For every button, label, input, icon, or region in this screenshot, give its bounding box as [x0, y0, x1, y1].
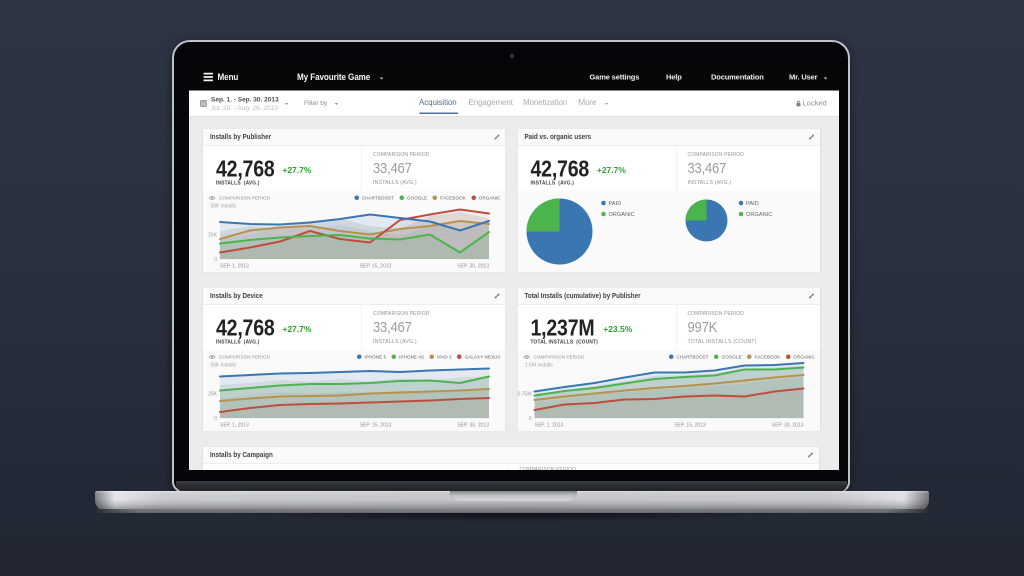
svg-text:0: 0	[214, 416, 217, 422]
svg-text:ORGANIC: ORGANIC	[609, 212, 635, 218]
svg-text:SEP. 30, 2013: SEP. 30, 2013	[457, 423, 489, 429]
svg-text:SEP. 30, 2013: SEP. 30, 2013	[772, 423, 804, 429]
svg-text:50K installs: 50K installs	[211, 204, 237, 210]
svg-text:SEP. 1, 2013: SEP. 1, 2013	[220, 264, 249, 270]
svg-text:0: 0	[529, 416, 532, 422]
svg-text:SEP. 1, 2013: SEP. 1, 2013	[535, 423, 564, 429]
svg-text:SEP. 30, 2013: SEP. 30, 2013	[457, 264, 489, 270]
svg-text:SEP. 15, 2013: SEP. 15, 2013	[360, 264, 392, 270]
svg-text:ORGANIC: ORGANIC	[746, 212, 772, 218]
svg-text:SEP. 15, 2013: SEP. 15, 2013	[674, 423, 706, 429]
svg-text:SEP. 1, 2013: SEP. 1, 2013	[220, 423, 249, 429]
svg-text:25K: 25K	[208, 392, 218, 398]
svg-text:PAID: PAID	[609, 201, 622, 207]
svg-text:25K: 25K	[208, 233, 218, 239]
svg-text:PAID: PAID	[746, 201, 759, 207]
svg-text:SEP. 15, 2013: SEP. 15, 2013	[360, 423, 392, 429]
svg-text:50K installs: 50K installs	[211, 363, 237, 369]
svg-text:0.75M: 0.75M	[518, 392, 532, 398]
svg-text:1.5M installs: 1.5M installs	[525, 363, 553, 369]
svg-text:0: 0	[214, 257, 217, 263]
